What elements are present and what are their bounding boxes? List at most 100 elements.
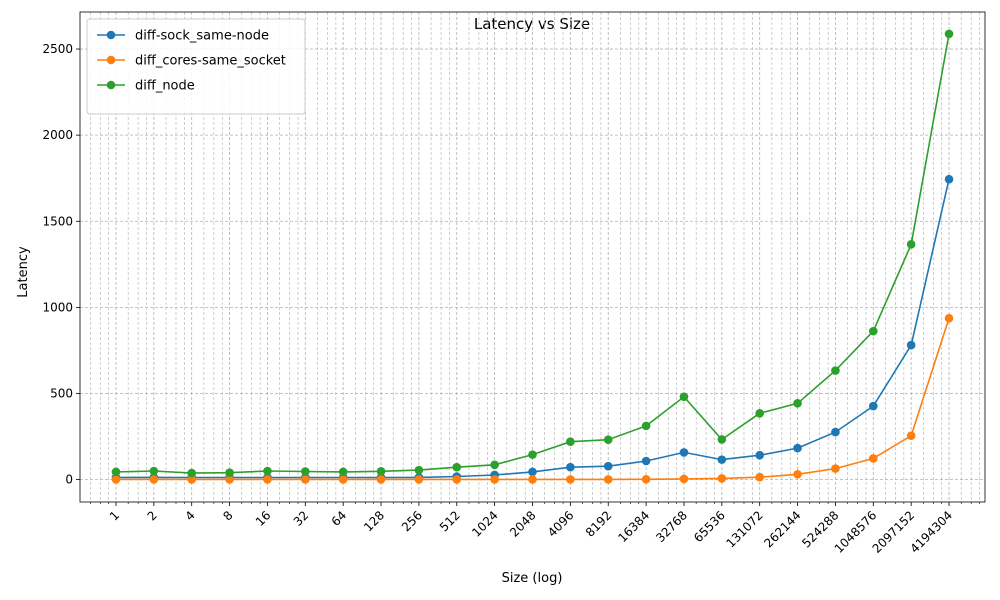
- x-tick-label: 256: [399, 508, 425, 534]
- x-tick-label: 16: [253, 508, 274, 529]
- series-point: [679, 448, 689, 457]
- y-tick-label: 0: [65, 473, 73, 487]
- series-point: [111, 467, 121, 477]
- series-point: [831, 464, 840, 473]
- series-point: [944, 29, 954, 39]
- series-point: [906, 240, 916, 249]
- series-point: [414, 465, 424, 475]
- x-tick-label: 262144: [761, 508, 803, 550]
- y-tick-label: 500: [50, 386, 73, 400]
- series-point: [793, 443, 802, 453]
- x-tick-label: 8192: [583, 508, 614, 539]
- x-tick-label: 1: [107, 508, 122, 523]
- series-point: [868, 326, 878, 336]
- series-point: [452, 462, 462, 472]
- y-tick-label: 2000: [42, 128, 73, 142]
- legend-label: diff-sock_same-node: [135, 29, 269, 44]
- series-point: [528, 467, 537, 477]
- x-tick-label: 128: [361, 508, 387, 534]
- x-tick-label: 1024: [469, 508, 500, 539]
- series-point: [603, 435, 613, 444]
- series-point: [263, 466, 272, 476]
- y-tick-label: 1000: [42, 300, 73, 314]
- x-tick-label: 32768: [653, 508, 690, 545]
- legend-box: [86, 18, 306, 115]
- legend-swatch-marker: [106, 80, 116, 90]
- series-point: [793, 469, 802, 479]
- legend: diff-sock_same-node diff_cores-same_socke…: [86, 18, 306, 115]
- series-point: [679, 474, 689, 484]
- series-point: [641, 421, 651, 431]
- x-axis: 1 2 4 8 16 32 64 128 256 512 1024 2048 4096 8192 16384…: [107, 502, 955, 556]
- series-point: [225, 475, 234, 484]
- series-group: [111, 29, 954, 484]
- series-point: [755, 472, 764, 482]
- x-tick-label: 2: [145, 508, 160, 523]
- series-point: [641, 456, 651, 466]
- series-point: [944, 174, 954, 184]
- legend-swatch-marker: [106, 55, 116, 65]
- series-point: [566, 462, 575, 472]
- series-point: [414, 475, 424, 484]
- series-point: [376, 475, 386, 484]
- series-point: [301, 467, 310, 476]
- series-point: [338, 475, 348, 484]
- x-tick-label: 32: [291, 508, 312, 529]
- series-point: [149, 466, 159, 476]
- x-tick-label: 2048: [507, 508, 538, 539]
- series-point: [906, 340, 916, 350]
- series-point: [301, 475, 310, 484]
- series-point: [490, 475, 499, 484]
- series-point: [755, 409, 764, 418]
- series-point: [566, 437, 575, 447]
- x-tick-label: 8: [220, 508, 235, 523]
- series-point: [717, 455, 727, 464]
- x-tick-label: 16384: [615, 508, 652, 545]
- legend-swatch-marker: [106, 30, 116, 40]
- series-point: [717, 474, 727, 483]
- x-tick-label: 4194304: [907, 508, 955, 556]
- x-tick-label: 131072: [724, 508, 766, 550]
- series-point: [452, 475, 462, 484]
- x-tick-label: 4096: [545, 508, 576, 539]
- series-point: [528, 475, 537, 484]
- x-tick-label: 64: [329, 508, 350, 529]
- series-point: [944, 313, 954, 323]
- series-point: [376, 467, 386, 476]
- series-point: [868, 454, 878, 463]
- series-point: [490, 460, 499, 470]
- x-tick-label: 65536: [691, 508, 728, 545]
- legend-label: diff_node: [135, 79, 195, 94]
- plot-frame: [79, 11, 986, 503]
- series-point: [793, 399, 802, 408]
- legend-label: diff_cores-same_socket: [135, 54, 286, 69]
- series-point: [149, 475, 159, 484]
- x-tick-label: 512: [437, 508, 463, 534]
- chart-title: Latency vs Size: [474, 15, 590, 33]
- series-point: [603, 461, 613, 471]
- y-axis-label: Latency: [16, 246, 31, 298]
- y-axis: 0 500 1000 1500 2000 2500: [42, 42, 80, 487]
- series-point: [868, 401, 878, 411]
- series-point: [263, 475, 272, 484]
- series-point: [717, 435, 727, 444]
- series-point: [225, 468, 234, 478]
- series-point: [831, 366, 840, 375]
- series-point: [603, 475, 613, 484]
- series-point: [831, 427, 840, 437]
- x-axis-label: Size (log): [502, 571, 563, 586]
- series-point: [566, 475, 575, 484]
- series-point: [641, 474, 651, 484]
- y-tick-label: 1500: [42, 214, 73, 228]
- grid: [80, 12, 985, 502]
- series-point: [338, 467, 348, 477]
- series-point: [111, 475, 121, 484]
- series-point: [187, 475, 197, 484]
- x-tick-label: 4: [183, 508, 198, 523]
- series-point: [755, 450, 764, 460]
- series-point: [906, 431, 916, 440]
- series-point: [679, 392, 689, 402]
- y-tick-label: 2500: [42, 42, 73, 56]
- series-point: [187, 468, 197, 478]
